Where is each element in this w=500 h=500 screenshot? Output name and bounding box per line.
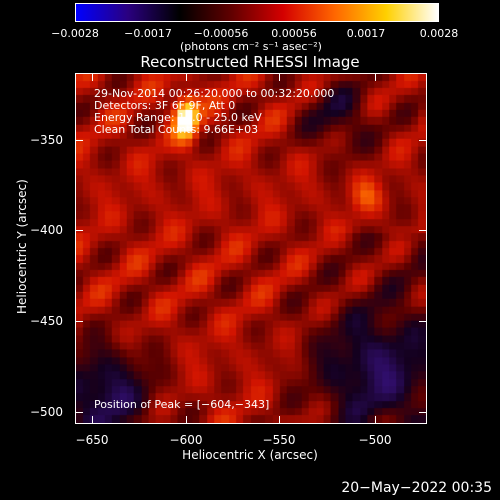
y-tick-label: −350 bbox=[30, 133, 63, 147]
x-tick-mark bbox=[279, 74, 280, 81]
x-tick-mark bbox=[375, 74, 376, 81]
x-tick-mark bbox=[92, 74, 93, 81]
x-tick-label: −650 bbox=[75, 433, 109, 447]
colorbar-tick: −0.0017 bbox=[124, 27, 172, 40]
image-plot[interactable]: 29-Nov-2014 00:26:20.000 to 00:32:20.000… bbox=[75, 73, 427, 424]
plot-title: Reconstructed RHESSI Image bbox=[140, 53, 360, 71]
y-tick-mark bbox=[419, 412, 426, 413]
colorbar-tick: 0.0028 bbox=[419, 27, 459, 40]
y-tick-mark bbox=[76, 321, 83, 322]
y-tick-label: −450 bbox=[30, 314, 63, 328]
y-tick-mark bbox=[419, 321, 426, 322]
info-detectors: Detectors: 3F 6F 9F, Att 0 bbox=[94, 99, 236, 112]
colorbar-tick: −0.00056 bbox=[193, 27, 249, 40]
x-tick-mark bbox=[375, 416, 376, 423]
x-tick-mark bbox=[186, 74, 187, 81]
y-tick-mark bbox=[419, 230, 426, 231]
colorbar-tick: 0.00056 bbox=[271, 27, 317, 40]
x-tick-mark bbox=[92, 416, 93, 423]
peak-position: Position of Peak = [−604,−343] bbox=[94, 398, 270, 411]
y-tick-label: −400 bbox=[30, 223, 63, 237]
colorbar bbox=[75, 3, 439, 22]
colorbar-tick: 0.0017 bbox=[346, 27, 386, 40]
y-axis-label: Heliocentric Y (arcsec) bbox=[15, 179, 29, 314]
rhessi-image[interactable] bbox=[76, 74, 426, 423]
x-tick-label: −600 bbox=[169, 433, 203, 447]
info-energy-range: Energy Range: 12.0 - 25.0 keV bbox=[94, 111, 262, 124]
y-tick-mark bbox=[76, 230, 83, 231]
info-time-range: 29-Nov-2014 00:26:20.000 to 00:32:20.000 bbox=[94, 87, 335, 100]
x-tick-mark bbox=[279, 416, 280, 423]
y-tick-label: −500 bbox=[30, 405, 63, 419]
y-tick-mark bbox=[76, 140, 83, 141]
x-tick-label: −500 bbox=[358, 433, 392, 447]
x-axis-label: Heliocentric X (arcsec) bbox=[182, 448, 318, 462]
colorbar-units: (photons cm⁻² s⁻¹ asec⁻²) bbox=[180, 40, 322, 53]
x-tick-mark bbox=[186, 416, 187, 423]
colorbar-tick: −0.0028 bbox=[51, 27, 99, 40]
y-tick-mark bbox=[419, 140, 426, 141]
plot-timestamp: 20−May−2022 00:35 bbox=[341, 480, 492, 496]
x-tick-label: −550 bbox=[262, 433, 296, 447]
info-total-counts: Clean Total Counts: 9.66E+03 bbox=[94, 123, 259, 136]
y-tick-mark bbox=[76, 412, 83, 413]
